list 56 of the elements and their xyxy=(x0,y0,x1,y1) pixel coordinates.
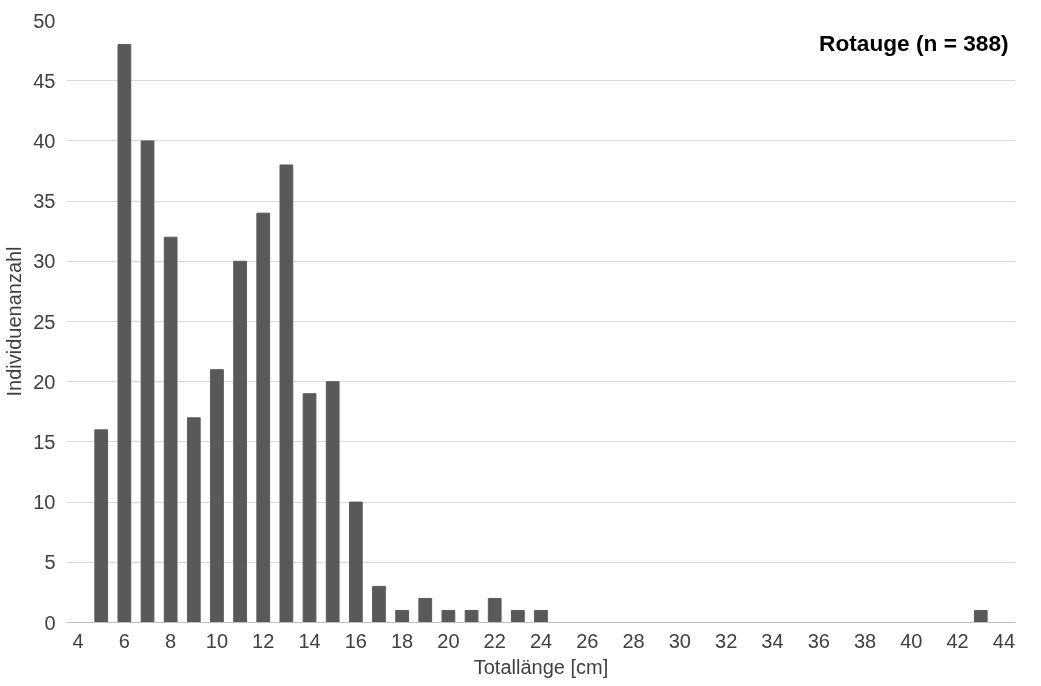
bar xyxy=(510,609,525,623)
x-tick-label: 36 xyxy=(807,629,830,652)
x-axis-title: Totallänge [cm] xyxy=(473,655,609,678)
bar xyxy=(325,381,340,623)
y-axis-title: Individuenanzahl xyxy=(3,246,26,397)
bar xyxy=(163,236,178,623)
y-tick-label: 20 xyxy=(33,370,56,393)
y-tick-label: 0 xyxy=(44,611,56,634)
bar xyxy=(94,429,109,623)
y-tick-label: 45 xyxy=(33,69,56,92)
text: Rotauge (n = 388) xyxy=(819,30,1009,57)
bar xyxy=(302,393,317,623)
y-tick-label: 50 xyxy=(33,9,56,32)
bar xyxy=(256,212,271,623)
bar xyxy=(186,417,201,623)
bar xyxy=(395,609,409,623)
bar xyxy=(140,140,155,623)
x-tick-label: 42 xyxy=(946,629,969,652)
x-tick-label: 4 xyxy=(72,629,84,652)
y-tick-label: 25 xyxy=(33,310,56,333)
x-tick-label: 34 xyxy=(761,629,784,652)
y-tick-label: 15 xyxy=(33,430,56,453)
y-tick-label: 40 xyxy=(33,129,56,152)
bar xyxy=(117,44,132,623)
bar xyxy=(418,597,433,623)
x-tick-label: 24 xyxy=(529,629,553,652)
x-tick-label: 28 xyxy=(622,629,645,652)
y-tick-label: 5 xyxy=(44,551,56,574)
x-tick-label: 44 xyxy=(992,629,1016,652)
x-tick-label: 18 xyxy=(391,629,414,652)
x-tick-label: 32 xyxy=(715,629,738,652)
x-tick-label: 8 xyxy=(165,629,177,652)
bar xyxy=(210,369,224,623)
bar xyxy=(441,609,456,623)
x-tick-label: 20 xyxy=(437,629,460,652)
x-tick-label: 10 xyxy=(205,629,229,652)
x-tick-label: 16 xyxy=(344,629,367,652)
x-tick-label: 6 xyxy=(118,629,130,652)
x-tick-label: 22 xyxy=(483,629,506,652)
bar xyxy=(534,609,548,623)
y-tick-label: 10 xyxy=(33,491,56,514)
bar xyxy=(372,585,386,623)
y-tick-label: 30 xyxy=(33,250,56,273)
bar xyxy=(973,609,988,623)
x-tick-label: 40 xyxy=(900,629,923,652)
x-tick-label: 30 xyxy=(668,629,692,652)
x-tick-label: 14 xyxy=(298,629,321,652)
x-tick-label: 38 xyxy=(853,629,877,652)
y-tick-label: 35 xyxy=(33,190,56,213)
bar xyxy=(279,164,294,623)
bar xyxy=(348,501,363,623)
x-tick-label: 12 xyxy=(252,629,275,652)
bar xyxy=(233,260,247,623)
bar xyxy=(487,597,502,623)
bar xyxy=(464,609,479,623)
x-tick-label: 26 xyxy=(576,629,599,652)
